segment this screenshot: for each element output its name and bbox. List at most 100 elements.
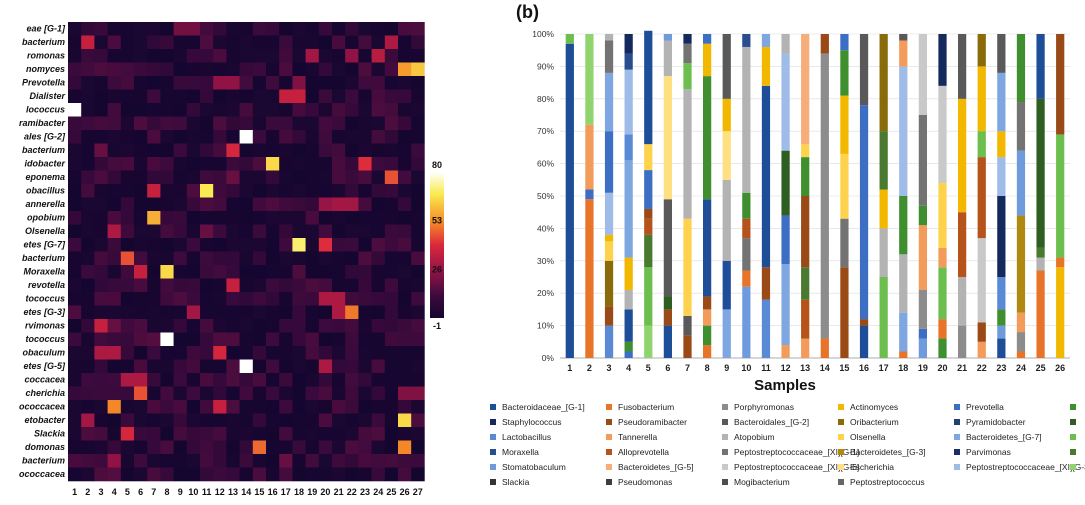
heatmap-cell: [107, 292, 122, 306]
legend-item: Escherichia: [838, 460, 894, 473]
legend-label: Peptostreptococcus: [850, 476, 925, 487]
heatmap-cell: [411, 292, 425, 306]
heatmap-cell: [345, 359, 359, 374]
heatmap-cell: [186, 319, 201, 333]
heatmap-cell: [292, 467, 306, 482]
heatmap-cell: [94, 305, 108, 320]
legend-label: Pyramidobacter: [966, 416, 1026, 427]
heatmap-cell: [266, 359, 280, 374]
heatmap-cell: [279, 251, 293, 266]
heatmap-cell: [173, 224, 188, 239]
heatmap-cell: [147, 332, 161, 347]
heatmap-cell: [107, 170, 122, 185]
bar-segment: [624, 309, 633, 342]
heatmap-cell: [107, 76, 122, 90]
bar-segment: [604, 72, 614, 132]
heatmap-col-label: 25: [386, 487, 396, 497]
y-tick-label: 30%: [537, 256, 554, 266]
heatmap-cell: [173, 292, 188, 306]
heatmap-cell: [358, 251, 372, 266]
heatmap-cell: [173, 157, 188, 171]
heatmap-cell: [226, 116, 240, 131]
heatmap-cell: [173, 143, 188, 158]
heatmap-cell: [213, 440, 227, 455]
heatmap-cell: [279, 359, 293, 374]
heatmap-cell: [266, 454, 280, 468]
bar-segment: [918, 338, 928, 358]
legend-item: Mogibacterium: [722, 475, 790, 488]
heatmap-cell: [120, 157, 135, 171]
bar-segment: [644, 170, 653, 209]
heatmap-cell: [279, 346, 293, 360]
heatmap-cell: [226, 157, 240, 171]
heatmap-cell: [371, 157, 386, 171]
x-tick-label: 9: [724, 363, 729, 373]
heatmap-cell: [358, 400, 372, 414]
heatmap-cell: [252, 103, 267, 117]
heatmap-cell: [147, 265, 161, 279]
legend-label: Oribacterium: [850, 416, 899, 427]
heatmap-cell: [239, 197, 254, 212]
heatmap-cell: [81, 467, 95, 482]
bar-segment: [742, 218, 751, 239]
heatmap-cell: [252, 332, 267, 347]
heatmap-cell: [345, 170, 359, 185]
heatmap-cell: [200, 211, 214, 225]
legend-item: Bacteroidetes_[G-5]: [606, 460, 694, 473]
heatmap-col-label: 4: [112, 487, 117, 497]
heatmap-cell: [305, 373, 320, 387]
heatmap-cell: [186, 454, 201, 468]
bar-segment: [938, 183, 947, 248]
heatmap-cell: [94, 292, 108, 306]
heatmap-cell: [81, 224, 95, 239]
heatmap-cell: [107, 467, 122, 482]
heatmap-cell: [266, 184, 280, 198]
heatmap-cell: [305, 224, 320, 239]
heatmap-cell: [134, 62, 148, 77]
legend-label: Moraxella: [502, 446, 539, 457]
heatmap-cell: [384, 238, 399, 252]
heatmap-row-label: domonas: [25, 442, 65, 452]
heatmap-cell: [147, 319, 161, 333]
heatmap-cell: [398, 332, 412, 347]
heatmap-cell: [68, 467, 82, 482]
heatmap-cell: [120, 305, 135, 320]
heatmap-cell: [147, 143, 161, 158]
heatmap-cell: [398, 35, 412, 50]
legend-swatch: [722, 403, 728, 410]
heatmap-cell: [213, 251, 227, 266]
bar-segment: [644, 234, 653, 268]
heatmap-cell: [292, 305, 306, 320]
heatmap-cell: [279, 170, 293, 185]
heatmap-cell: [107, 157, 122, 171]
heatmap-cell: [305, 359, 320, 374]
heatmap-cell: [200, 373, 214, 387]
heatmap-cell: [266, 76, 280, 90]
heatmap-cell: [120, 265, 135, 279]
heatmap-cell: [186, 413, 201, 428]
heatmap-cell: [173, 89, 188, 104]
heatmap-cell: [252, 278, 267, 293]
legend-swatch: [490, 403, 496, 410]
heatmap-cell: [292, 170, 306, 185]
heatmap-cell: [252, 170, 267, 185]
heatmap-cell: [411, 305, 425, 320]
heatmap-cell: [398, 157, 412, 171]
heatmap-cell: [411, 440, 425, 455]
heatmap-row-label: nomyces: [26, 64, 65, 74]
bar-segment: [604, 241, 614, 261]
heatmap-cell: [147, 278, 161, 293]
bar-segment: [742, 270, 751, 287]
heatmap-cell: [186, 238, 201, 252]
heatmap-cell: [94, 332, 108, 347]
heatmap-cell: [107, 89, 122, 104]
heatmap-cell: [384, 184, 399, 198]
bar-segment: [722, 260, 731, 310]
heatmap-cell: [279, 427, 293, 441]
heatmap-cell: [147, 197, 161, 212]
heatmap-cell: [411, 454, 425, 468]
bar-segment: [781, 34, 790, 54]
bar-segment: [742, 34, 751, 47]
heatmap-cell: [384, 440, 399, 455]
heatmap-cell: [266, 332, 280, 347]
